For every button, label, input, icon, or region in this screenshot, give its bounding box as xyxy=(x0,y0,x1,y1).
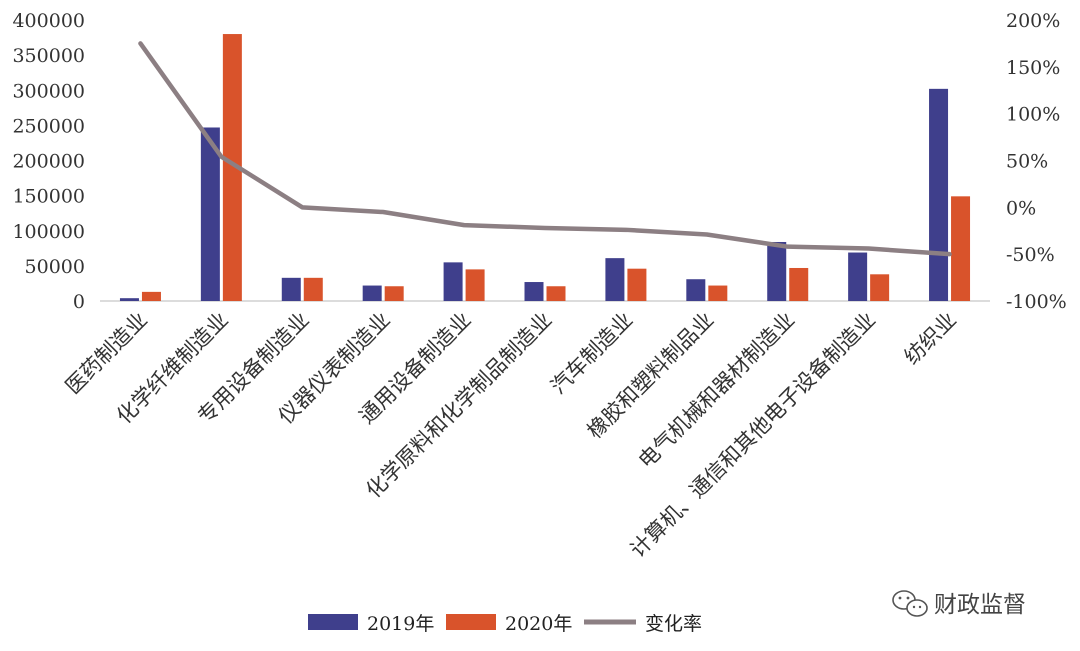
right-tick-label: 50% xyxy=(1006,151,1048,173)
bar-2019 xyxy=(443,262,463,301)
rate-line xyxy=(138,41,952,257)
wechat-icon xyxy=(892,590,928,617)
bar-2019 xyxy=(524,282,544,301)
bar-2020 xyxy=(303,277,323,301)
bar-2020 xyxy=(546,286,566,301)
watermark: 财政监督 xyxy=(892,590,1026,618)
left-tick-label: 150000 xyxy=(12,186,85,208)
left-tick-label: 0 xyxy=(73,291,85,313)
bar-2020 xyxy=(465,269,485,301)
right-tick-label: -100% xyxy=(1006,291,1067,313)
bar-2019 xyxy=(200,127,220,301)
line-series xyxy=(138,41,952,257)
legend: 2019年 2020年 变化率 xyxy=(308,613,702,635)
bar-2020 xyxy=(951,196,971,301)
left-axis: 0 50000 100000 150000 200000 250000 300000 3500… xyxy=(12,10,85,313)
right-tick-label: 150% xyxy=(1006,57,1060,79)
legend-label-2020: 2020年 xyxy=(505,613,572,635)
category-labels: 医药制造业化学纤维制造业专用设备制造业仪器仪表制造业通用设备制造业化学原料和化学… xyxy=(61,308,961,563)
bar-2020 xyxy=(384,286,404,301)
bar-2019 xyxy=(848,252,868,301)
bar-2019 xyxy=(362,285,382,301)
bar-2020 xyxy=(708,285,728,301)
legend-swatch-2020 xyxy=(446,614,496,630)
bar-2020 xyxy=(222,34,242,302)
bar-2020 xyxy=(141,291,161,301)
bar-2019 xyxy=(767,241,787,301)
bar-2019 xyxy=(929,88,949,301)
bar-2019 xyxy=(281,277,301,301)
bar-2019 xyxy=(605,258,625,301)
bar-2020 xyxy=(627,268,647,301)
left-tick-label: 400000 xyxy=(12,10,85,32)
right-tick-label: 0% xyxy=(1006,197,1036,219)
right-tick-label: 200% xyxy=(1006,10,1060,32)
left-tick-label: 50000 xyxy=(25,256,85,278)
bar-2019 xyxy=(119,298,139,301)
legend-label-2019: 2019年 xyxy=(367,613,434,635)
right-axis: -100% -50% 0% 50% 100% 150% 200% xyxy=(1006,10,1067,313)
left-tick-label: 250000 xyxy=(12,115,85,137)
right-tick-label: 100% xyxy=(1006,104,1060,126)
legend-label-rate: 变化率 xyxy=(645,613,702,635)
category-label: 纺织业 xyxy=(900,308,962,370)
left-tick-label: 350000 xyxy=(12,45,85,67)
watermark-text: 财政监督 xyxy=(934,592,1026,618)
bar-2019 xyxy=(686,279,706,301)
bar-2020 xyxy=(870,274,890,301)
left-tick-label: 200000 xyxy=(12,151,85,173)
left-tick-label: 100000 xyxy=(12,221,85,243)
right-tick-label: -50% xyxy=(1006,244,1055,266)
bar-2020 xyxy=(789,267,809,301)
left-tick-label: 300000 xyxy=(12,80,85,102)
category-label: 电气机械和器材制造业 xyxy=(634,308,799,473)
bar-group xyxy=(119,34,971,302)
legend-swatch-2019 xyxy=(308,614,358,630)
